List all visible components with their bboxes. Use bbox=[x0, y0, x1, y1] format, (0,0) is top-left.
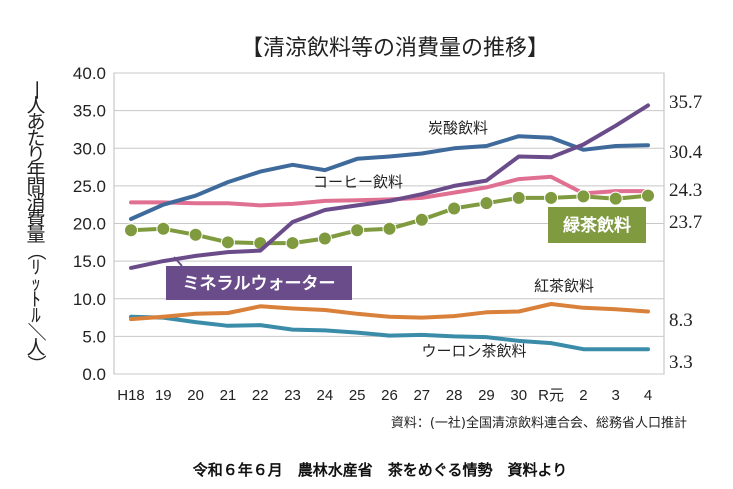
data-point bbox=[317, 231, 332, 246]
end-value-label: 3.3 bbox=[669, 352, 693, 373]
x-tick-label: 3 bbox=[612, 387, 620, 404]
series-label-badge bbox=[548, 207, 646, 243]
data-point bbox=[220, 235, 235, 250]
series-label-badge bbox=[166, 266, 352, 300]
y-label-char: あ bbox=[26, 111, 45, 133]
y-tick-label: 0.0 bbox=[82, 365, 106, 384]
end-value-label: 8.3 bbox=[669, 310, 693, 331]
x-tick-label: 26 bbox=[381, 387, 398, 404]
data-point bbox=[188, 227, 203, 242]
x-tick-label: 30 bbox=[510, 387, 527, 404]
series-label: ミネラルウォーター bbox=[183, 274, 336, 294]
y-label-char: 人 bbox=[26, 95, 45, 117]
series-label: コーヒー飲料 bbox=[313, 173, 403, 191]
x-tick-label: 20 bbox=[187, 387, 204, 404]
y-label-char: ﾄ bbox=[31, 289, 41, 311]
series-label: ウーロン茶飲料 bbox=[421, 342, 526, 360]
y-label-char: ﾙ bbox=[31, 305, 41, 327]
y-tick-label: 10.0 bbox=[73, 290, 106, 309]
series-label: 炭酸飲料 bbox=[428, 119, 488, 137]
x-tick-label: 29 bbox=[478, 387, 495, 404]
data-point bbox=[350, 223, 365, 238]
x-tick-label: 21 bbox=[220, 387, 237, 404]
x-tick-label: 2 bbox=[579, 387, 587, 404]
y-tick-label: 35.0 bbox=[73, 102, 106, 121]
y-label-char: ／ bbox=[25, 322, 47, 341]
source-note: 資料：(一社)全国清涼飲料連合会、総務省人口推計 bbox=[391, 415, 687, 431]
series-line bbox=[129, 134, 650, 221]
y-label-char: （ bbox=[25, 242, 47, 261]
y-label-char: 費 bbox=[26, 208, 45, 230]
footer-note: 令和６年６月 農林水産省 茶をめぐる情勢 資料より bbox=[193, 461, 567, 479]
x-tick-label: 22 bbox=[252, 387, 269, 404]
x-tick-label: H18 bbox=[117, 387, 145, 404]
series-line bbox=[129, 302, 650, 322]
end-value-label: 23.7 bbox=[669, 212, 702, 233]
end-value-labels: 30.4 35.7 24.3 23.7 8.3 3.3 bbox=[669, 92, 703, 373]
y-tick-label: 40.0 bbox=[73, 64, 106, 83]
data-point bbox=[641, 188, 655, 203]
y-label-char: り bbox=[26, 143, 45, 165]
label-leader bbox=[173, 256, 183, 267]
y-tick-label: 15.0 bbox=[73, 252, 106, 271]
x-tick-label: 27 bbox=[413, 387, 430, 404]
data-point bbox=[156, 221, 171, 236]
data-point bbox=[124, 223, 138, 238]
y-label-char: 消 bbox=[26, 192, 45, 214]
y-axis-ticks: 0.0 5.0 10.0 15.0 20.0 25.0 30.0 35.0 40.0 bbox=[73, 64, 106, 384]
y-label-char: ﾘ bbox=[31, 256, 41, 278]
y-label-char: 人 bbox=[26, 337, 45, 359]
x-tick-label: 4 bbox=[644, 387, 652, 404]
chart-title: 【清涼飲料等の消費量の推移】 bbox=[241, 36, 549, 61]
series-label: 緑茶飲料 bbox=[563, 215, 631, 236]
series-line bbox=[129, 103, 650, 270]
x-axis-ticks: H18 19 20 21 22 23 24 25 26 27 28 29 30 R元 2 3 4 bbox=[117, 387, 652, 404]
data-point bbox=[479, 196, 494, 211]
data-point bbox=[576, 189, 591, 204]
y-label-char: ｯ bbox=[31, 272, 41, 294]
x-tick-label: 24 bbox=[317, 387, 334, 404]
y-tick-label: 25.0 bbox=[73, 177, 106, 196]
y-tick-label: 5.0 bbox=[82, 327, 106, 346]
y-label-char: 量 bbox=[26, 224, 45, 246]
end-value-label: 35.7 bbox=[669, 92, 702, 113]
y-label-char: 年 bbox=[26, 160, 45, 182]
y-label-char: 一 bbox=[25, 80, 47, 99]
x-tick-label: R元 bbox=[538, 387, 564, 404]
x-tick-label: 23 bbox=[284, 387, 301, 404]
data-point bbox=[511, 190, 526, 205]
data-point bbox=[447, 201, 462, 216]
series-label: 紅茶飲料 bbox=[534, 277, 594, 295]
data-point bbox=[544, 190, 559, 205]
data-point bbox=[285, 236, 300, 251]
x-tick-label: 28 bbox=[446, 387, 463, 404]
y-label-char: た bbox=[26, 127, 45, 149]
y-label-char: 間 bbox=[26, 176, 45, 198]
data-point bbox=[382, 221, 397, 236]
y-tick-label: 30.0 bbox=[73, 139, 106, 158]
data-point bbox=[608, 191, 623, 206]
x-tick-label: 19 bbox=[155, 387, 172, 404]
data-point bbox=[414, 212, 429, 227]
series-line bbox=[129, 314, 650, 352]
x-tick-label: 25 bbox=[349, 387, 366, 404]
y-label-char: ） bbox=[25, 354, 47, 373]
end-value-label: 24.3 bbox=[669, 180, 702, 201]
series-lines bbox=[124, 103, 655, 352]
y-tick-label: 20.0 bbox=[73, 215, 106, 234]
end-value-label: 30.4 bbox=[669, 142, 703, 163]
